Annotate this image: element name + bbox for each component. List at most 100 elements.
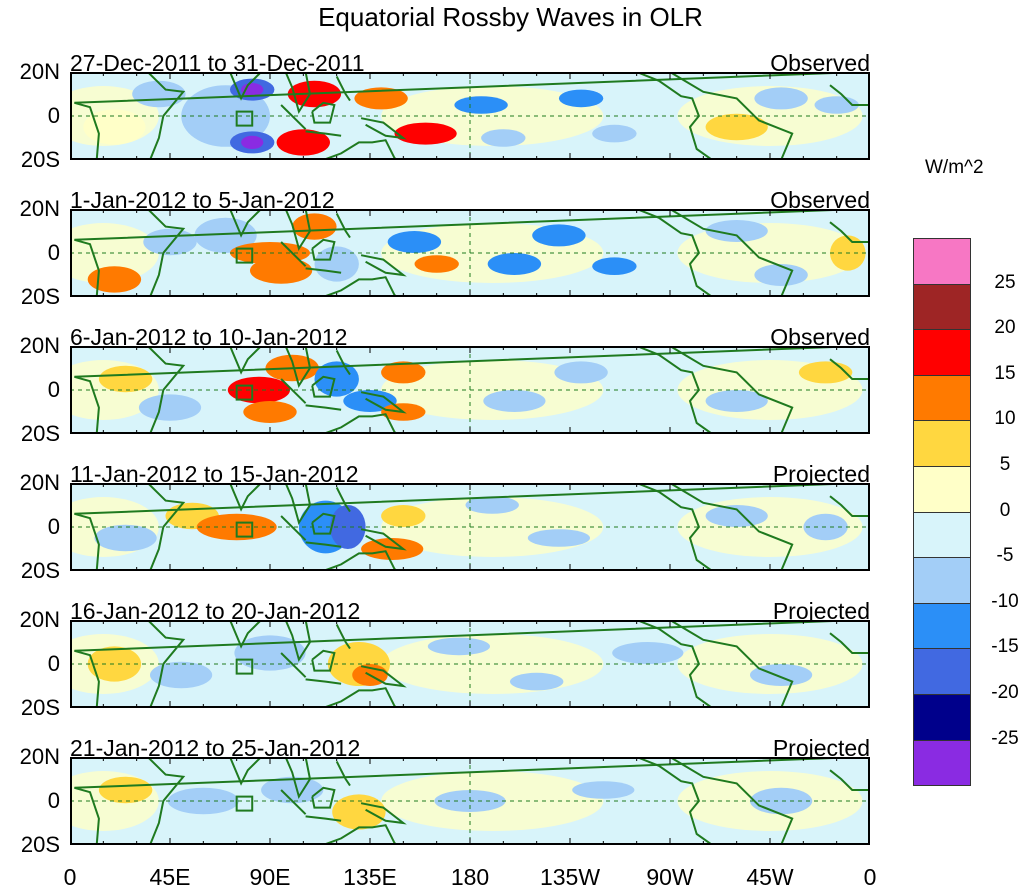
anomaly-contour bbox=[243, 401, 297, 423]
map-panel: 16-Jan-2012 to 20-Jan-2012 Projected 20N 0 2… bbox=[0, 596, 900, 736]
latitude-label: 0 bbox=[47, 240, 60, 265]
anomaly-contour bbox=[532, 224, 586, 247]
colorbar-label: 20 bbox=[994, 317, 1016, 339]
anomaly-contour bbox=[481, 129, 526, 147]
india-coast bbox=[221, 346, 263, 375]
anomaly-contour bbox=[554, 361, 608, 384]
colorbar-swatch bbox=[913, 466, 971, 513]
anomaly-contour bbox=[592, 257, 637, 275]
anomaly-contour bbox=[194, 217, 257, 253]
longitude-label: 180 bbox=[450, 864, 490, 890]
anomaly-contour bbox=[387, 231, 442, 253]
australia-coast bbox=[322, 824, 398, 845]
new-guinea-coast bbox=[360, 117, 407, 140]
anomaly-contour bbox=[705, 505, 768, 527]
anomaly-contour bbox=[94, 524, 157, 552]
anomaly-contour bbox=[750, 664, 813, 686]
longitude-label: 135E bbox=[343, 864, 397, 890]
marker-box bbox=[235, 521, 254, 538]
colorbar-label: 5 bbox=[999, 454, 1011, 475]
latitude-label: 20N bbox=[19, 470, 60, 495]
latitude-label: 20N bbox=[19, 196, 60, 221]
marker-box bbox=[235, 384, 254, 401]
anomaly-contour bbox=[167, 787, 239, 815]
colorbar-label: -5 bbox=[996, 545, 1014, 567]
java-coast bbox=[305, 678, 342, 685]
africa-coast bbox=[74, 483, 859, 571]
india-coast bbox=[221, 72, 263, 101]
west-africa-edge bbox=[829, 769, 870, 791]
latitude-label: 0 bbox=[47, 103, 60, 128]
latitude-label: 0 bbox=[47, 377, 60, 402]
anomaly-contour bbox=[754, 87, 808, 110]
latitude-label: 20S bbox=[20, 832, 60, 857]
latitude-label: 20N bbox=[19, 59, 60, 84]
marker-box bbox=[235, 658, 254, 675]
africa-coast bbox=[74, 346, 859, 434]
map-panel: 11-Jan-2012 to 15-Jan-2012 Projected 20N 0 2… bbox=[0, 459, 900, 599]
india-coast bbox=[221, 209, 263, 238]
colorbar-swatch bbox=[913, 284, 971, 331]
colorbar-swatch bbox=[913, 238, 971, 285]
java-coast bbox=[305, 404, 342, 411]
colorbar-swatch bbox=[913, 421, 971, 467]
latitude-label: 0 bbox=[47, 788, 60, 813]
colorbar-label: 15 bbox=[994, 362, 1016, 384]
anomaly-contour bbox=[427, 637, 490, 656]
java-coast bbox=[305, 130, 342, 137]
west-africa-edge bbox=[829, 632, 870, 654]
anomaly-contour bbox=[98, 365, 153, 393]
anomaly-contour bbox=[705, 220, 768, 242]
philippines-coast bbox=[335, 760, 351, 787]
colorbar-label: -25 bbox=[991, 727, 1019, 749]
sea-asia-coast bbox=[284, 72, 315, 115]
marker-box bbox=[235, 110, 254, 127]
latitude-label: 20S bbox=[20, 558, 60, 583]
colorbar-swatch bbox=[913, 740, 971, 787]
new-guinea-coast bbox=[360, 802, 407, 825]
philippines-coast bbox=[335, 486, 351, 513]
colorbar-swatch bbox=[913, 649, 971, 695]
map-frame bbox=[70, 72, 870, 160]
anomaly-contour bbox=[527, 529, 590, 547]
latitude-label: 20S bbox=[20, 695, 60, 720]
anomaly-contour bbox=[705, 113, 768, 141]
africa-coast bbox=[74, 620, 859, 708]
colorbar-swatch bbox=[913, 694, 971, 741]
colorbar-unit: W/m^2 bbox=[925, 157, 984, 178]
anomaly-contour bbox=[510, 672, 564, 691]
anomaly-contour bbox=[361, 538, 424, 560]
latitude-label: 0 bbox=[47, 651, 60, 676]
colorbar-swatch bbox=[913, 375, 971, 422]
anomaly-contour bbox=[592, 124, 637, 143]
map-panel: 6-Jan-2012 to 10-Jan-2012 Observed 20N 0 20S bbox=[0, 322, 900, 462]
australia-coast bbox=[322, 550, 398, 571]
west-africa-edge bbox=[829, 84, 870, 106]
anomaly-contour bbox=[381, 361, 426, 384]
map-frame bbox=[70, 620, 870, 708]
sea-asia-coast bbox=[284, 483, 315, 526]
philippines-coast bbox=[335, 349, 351, 376]
colorbar-swatch bbox=[913, 512, 971, 559]
longitude-label: 135W bbox=[539, 864, 601, 890]
java-coast bbox=[305, 815, 342, 822]
australia-coast bbox=[322, 139, 398, 160]
colorbar: 25 20 15 10 5 0 -5 -10 -15 -20 -25 bbox=[913, 238, 1019, 787]
sumatra-coast bbox=[280, 515, 307, 541]
americas-coast bbox=[636, 757, 794, 845]
colorbar-swatch bbox=[913, 330, 971, 376]
colorbar-label: 0 bbox=[999, 499, 1011, 521]
new-guinea-coast bbox=[360, 528, 407, 551]
anomaly-contour bbox=[754, 264, 808, 286]
anomaly-contour bbox=[227, 376, 290, 404]
anomaly-contour bbox=[250, 257, 313, 284]
longitude-label: 90E bbox=[249, 864, 291, 890]
latitude-label: 20N bbox=[19, 607, 60, 632]
colorbar-label: 25 bbox=[994, 271, 1016, 293]
sumatra-coast bbox=[280, 378, 307, 404]
africa-coast bbox=[74, 757, 859, 845]
olr-anomaly-map bbox=[70, 72, 870, 160]
west-africa-edge bbox=[829, 358, 870, 380]
anomaly-contour bbox=[87, 646, 142, 682]
anomaly-contour bbox=[143, 228, 197, 256]
